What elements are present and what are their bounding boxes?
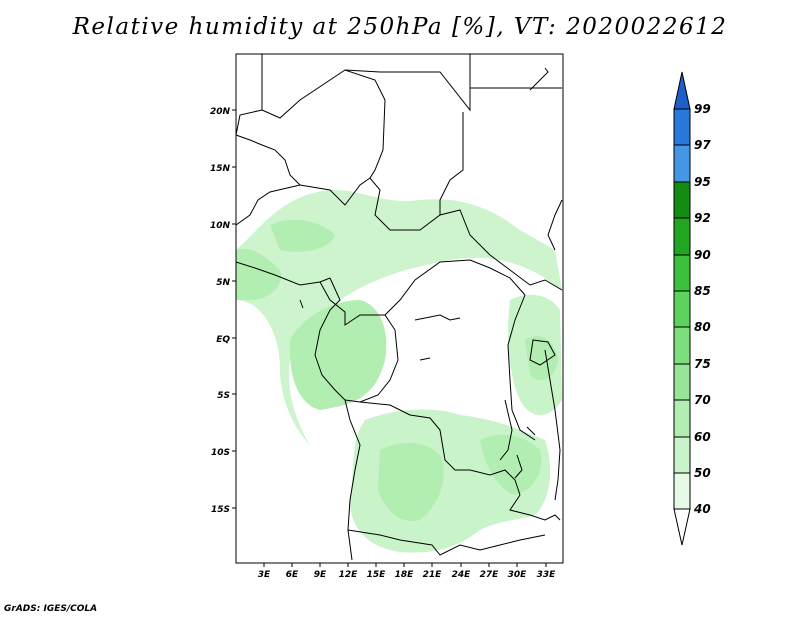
colorbar-max-arrow <box>673 71 691 110</box>
colorbar-label: 90 <box>694 248 711 262</box>
latitude-axis <box>232 109 236 509</box>
lon-label-21e: 21E <box>423 570 443 580</box>
lat-label-5s: 5S <box>217 391 230 401</box>
lon-label-18e: 18E <box>395 570 415 580</box>
colorbar-label: 70 <box>694 393 711 407</box>
colorbar-swatch <box>673 290 691 328</box>
map-title: Relative humidity at 250hPa [%], VT: 202… <box>72 14 728 40</box>
colorbar-swatch <box>673 144 691 183</box>
colorbar-swatch <box>673 326 691 365</box>
colorbar-label: 60 <box>694 430 711 444</box>
colorbar-label: 80 <box>694 320 711 334</box>
lat-label-10s: 10S <box>211 448 230 458</box>
colorbar-swatch <box>673 363 691 401</box>
colorbar-swatch <box>673 108 691 146</box>
colorbar-label: 85 <box>694 284 711 298</box>
lon-label-12e: 12E <box>339 570 359 580</box>
colorbar-swatch <box>673 217 691 256</box>
colorbar-swatch <box>673 472 691 510</box>
lat-label-10n: 10N <box>210 221 231 231</box>
lat-label-15s: 15S <box>211 505 230 515</box>
colorbar-swatch <box>673 254 691 292</box>
lon-label-3e: 3E <box>258 570 271 580</box>
colorbar-label: 75 <box>694 357 711 371</box>
colorbar-label: 40 <box>693 502 711 516</box>
country-borders <box>235 54 563 561</box>
lon-label-33e: 33E <box>537 570 557 580</box>
colorbar-label: 97 <box>694 138 711 152</box>
grads-credit: GrADS: IGES/COLA <box>4 604 98 614</box>
humidity-shading <box>236 189 562 553</box>
colorbar-label: 50 <box>694 466 711 480</box>
lon-label-27e: 27E <box>480 570 500 580</box>
lon-label-6e: 6E <box>286 570 299 580</box>
colorbar-min-arrow <box>673 508 691 546</box>
colorbar-label: 92 <box>694 211 711 225</box>
colorbar-label: 99 <box>694 102 711 116</box>
lat-label-5n: 5N <box>216 278 230 288</box>
colorbar-label: 95 <box>694 175 711 189</box>
longitude-axis <box>263 563 547 567</box>
colorbar-swatch <box>673 399 691 438</box>
lon-label-15e: 15E <box>367 570 387 580</box>
colorbar-swatch <box>673 436 691 474</box>
lat-label-eq: EQ <box>216 335 230 345</box>
map-frame <box>235 53 564 564</box>
lon-label-9e: 9E <box>314 570 327 580</box>
lat-label-15n: 15N <box>210 164 231 174</box>
lon-label-30e: 30E <box>508 570 528 580</box>
colorbar-swatch <box>673 181 691 219</box>
colorbar <box>673 71 691 546</box>
lon-label-24e: 24E <box>452 570 472 580</box>
lat-label-20n: 20N <box>210 107 231 117</box>
